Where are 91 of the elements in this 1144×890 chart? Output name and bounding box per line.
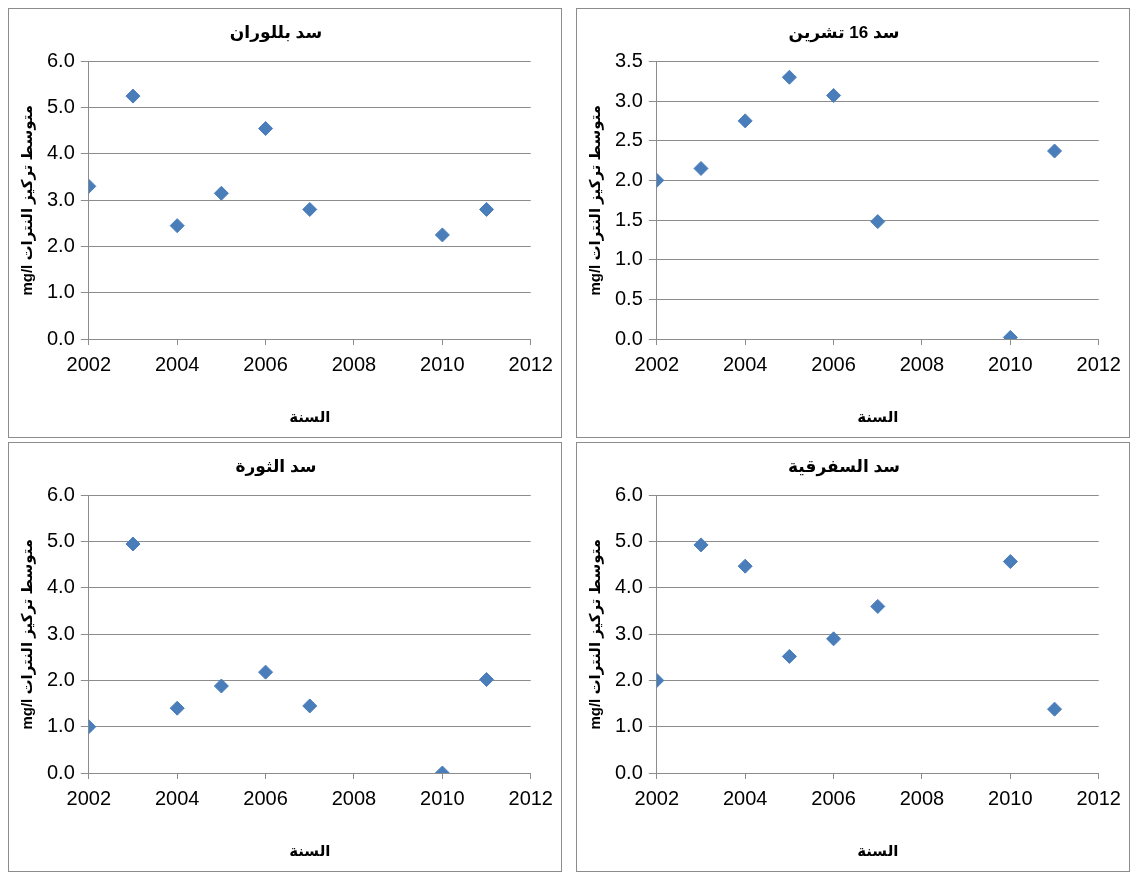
- y-axis-title: mg/l متوسط تركيز النترات: [586, 104, 605, 296]
- y-tick-label: 3.0: [46, 187, 75, 210]
- y-axis-title: mg/l متوسط تركيز النترات: [586, 538, 605, 730]
- point: [826, 631, 842, 647]
- x-tick-label: 2010: [988, 352, 1033, 375]
- x-tick-label: 2008: [899, 352, 945, 375]
- x-tick-label: 2002: [66, 352, 112, 375]
- y-tick-label: 2.5: [614, 128, 643, 151]
- point: [1047, 701, 1063, 717]
- point: [479, 201, 495, 217]
- chart-title: سد 16 تشرين: [788, 22, 900, 43]
- x-tick-label: 2012: [508, 352, 553, 375]
- y-tick-label: 4.0: [46, 575, 75, 598]
- point: [693, 537, 709, 553]
- y-tick-label: 2.0: [46, 667, 75, 690]
- x-tick-label: 2010: [988, 786, 1033, 809]
- x-tick-label: 2004: [154, 786, 200, 809]
- point: [302, 698, 318, 714]
- point: [1002, 554, 1018, 570]
- y-axis-title: mg/l متوسط تركيز النترات: [18, 538, 37, 730]
- x-axis-title: السنة: [289, 408, 331, 426]
- y-tick-label: 0.0: [46, 326, 75, 349]
- point: [781, 648, 797, 664]
- y-tick-label: 2.0: [46, 233, 75, 256]
- x-tick-label: 2004: [722, 352, 768, 375]
- y-tick-label: 5.0: [46, 529, 75, 552]
- x-tick-label: 2010: [420, 786, 465, 809]
- x-tick-label: 2002: [634, 352, 680, 375]
- x-tick-label: 2006: [243, 786, 288, 809]
- x-axis-title: السنة: [857, 842, 899, 860]
- y-tick-label: 6.0: [46, 48, 75, 71]
- point: [737, 113, 753, 129]
- point: [870, 598, 886, 614]
- x-tick-label: 2008: [331, 786, 377, 809]
- point: [737, 558, 753, 574]
- point: [781, 69, 797, 85]
- point: [169, 700, 185, 716]
- x-tick-label: 2008: [899, 786, 945, 809]
- point: [213, 185, 229, 201]
- y-tick-label: 4.0: [46, 141, 75, 164]
- y-tick-label: 0.0: [614, 760, 643, 783]
- y-tick-label: 1.5: [614, 207, 643, 230]
- x-tick-label: 2012: [508, 786, 553, 809]
- y-tick-label: 0.0: [46, 760, 75, 783]
- y-axis-title: mg/l متوسط تركيز النترات: [18, 104, 37, 296]
- point: [434, 227, 450, 243]
- chart-title: سد الثورة: [235, 456, 317, 477]
- point: [1047, 143, 1063, 159]
- x-tick-label: 2002: [634, 786, 680, 809]
- y-tick-label: 3.0: [614, 88, 643, 111]
- y-tick-label: 3.5: [614, 48, 643, 71]
- chart-title: سد بللوران: [229, 22, 323, 43]
- point: [169, 218, 185, 234]
- y-tick-label: 2.0: [614, 667, 643, 690]
- y-tick-label: 1.0: [46, 714, 75, 737]
- x-tick-label: 2006: [811, 352, 856, 375]
- y-tick-label: 0.5: [614, 286, 643, 309]
- y-tick-label: 1.0: [614, 247, 643, 270]
- y-tick-label: 1.0: [46, 280, 75, 303]
- point: [479, 672, 495, 688]
- point: [125, 536, 141, 552]
- y-tick-label: 5.0: [46, 95, 75, 118]
- x-tick-label: 2002: [66, 786, 112, 809]
- point: [302, 201, 318, 217]
- x-tick-label: 2008: [331, 352, 377, 375]
- x-tick-label: 2006: [811, 786, 856, 809]
- chart-title: سد السفرقية: [788, 456, 900, 477]
- x-tick-label: 2012: [1076, 352, 1121, 375]
- point: [693, 160, 709, 176]
- y-tick-label: 6.0: [614, 482, 643, 505]
- x-axis-title: السنة: [289, 842, 331, 860]
- x-tick-label: 2004: [722, 786, 768, 809]
- point: [258, 120, 274, 136]
- y-tick-label: 6.0: [46, 482, 75, 505]
- point: [213, 678, 229, 694]
- point: [258, 664, 274, 680]
- y-tick-label: 2.0: [614, 167, 643, 190]
- x-tick-label: 2012: [1076, 786, 1121, 809]
- y-tick-label: 0.0: [614, 326, 643, 349]
- point: [125, 88, 141, 104]
- y-tick-label: 5.0: [614, 529, 643, 552]
- y-tick-label: 3.0: [614, 621, 643, 644]
- y-tick-label: 3.0: [46, 621, 75, 644]
- y-tick-label: 4.0: [614, 575, 643, 598]
- point: [870, 214, 886, 230]
- x-tick-label: 2004: [154, 352, 200, 375]
- x-tick-label: 2006: [243, 352, 288, 375]
- x-axis-title: السنة: [857, 408, 899, 426]
- point: [826, 88, 842, 104]
- x-tick-label: 2010: [420, 352, 465, 375]
- y-tick-label: 1.0: [614, 714, 643, 737]
